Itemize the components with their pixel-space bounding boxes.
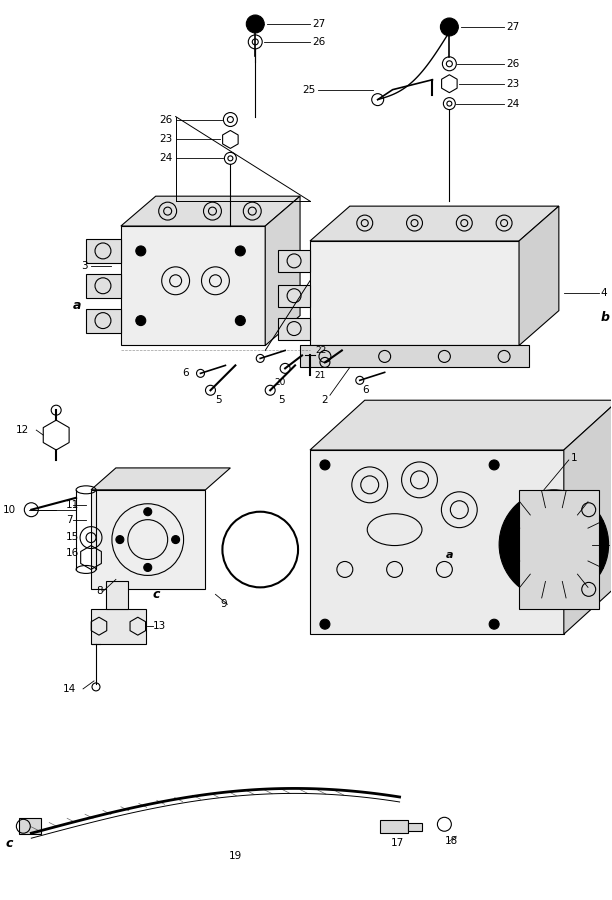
Bar (86, 274, 121, 298)
Polygon shape (564, 400, 612, 634)
Text: 27: 27 (312, 19, 325, 29)
Text: 23: 23 (159, 134, 173, 144)
Text: 2: 2 (322, 395, 328, 405)
Bar (20, 818, 41, 834)
Text: 6: 6 (362, 385, 368, 395)
Text: 5: 5 (278, 395, 285, 405)
Circle shape (144, 563, 152, 572)
Circle shape (116, 536, 124, 544)
Text: b: b (600, 311, 610, 324)
Polygon shape (300, 346, 529, 367)
Polygon shape (310, 400, 612, 450)
Text: c: c (6, 837, 13, 850)
Bar (278, 250, 310, 272)
Circle shape (144, 508, 152, 516)
Text: 16: 16 (66, 547, 80, 557)
Circle shape (489, 619, 499, 629)
Polygon shape (91, 468, 230, 490)
Bar (310, 241, 519, 346)
Text: 12: 12 (16, 425, 29, 435)
Text: 22: 22 (315, 346, 326, 355)
Circle shape (320, 460, 330, 470)
Circle shape (499, 490, 608, 599)
Text: 25: 25 (303, 85, 316, 94)
Text: 5: 5 (215, 395, 222, 405)
Polygon shape (310, 206, 559, 241)
Text: 20: 20 (274, 378, 286, 387)
Bar (379, 820, 408, 833)
Circle shape (320, 619, 330, 629)
Text: 17: 17 (391, 838, 404, 848)
Text: 14: 14 (63, 684, 76, 694)
Text: 13: 13 (153, 621, 166, 631)
Bar (278, 284, 310, 307)
Text: 10: 10 (3, 505, 17, 515)
Circle shape (489, 460, 499, 470)
Text: 8: 8 (96, 586, 103, 597)
Bar (310, 450, 564, 634)
Text: 21: 21 (315, 371, 326, 380)
Bar (86, 239, 121, 263)
Text: 26: 26 (312, 37, 325, 47)
Text: 3: 3 (81, 261, 88, 271)
Text: 11: 11 (66, 500, 80, 509)
Circle shape (246, 15, 264, 33)
Circle shape (136, 316, 146, 326)
Text: 19: 19 (229, 851, 242, 861)
Text: 1: 1 (571, 453, 577, 463)
Bar (91, 609, 146, 644)
Text: 23: 23 (506, 78, 520, 89)
Text: 9: 9 (220, 599, 227, 609)
Bar (121, 226, 265, 346)
Circle shape (236, 246, 245, 256)
Text: 24: 24 (506, 99, 520, 109)
Circle shape (441, 18, 458, 36)
Text: 27: 27 (506, 22, 520, 32)
Circle shape (236, 316, 245, 326)
Polygon shape (265, 196, 300, 346)
Polygon shape (519, 490, 599, 609)
Text: a: a (73, 299, 81, 312)
Bar (86, 309, 121, 332)
Bar (408, 824, 422, 832)
Polygon shape (121, 196, 300, 226)
Text: 26: 26 (159, 114, 173, 124)
Text: 18: 18 (444, 836, 458, 846)
Polygon shape (519, 206, 559, 346)
Bar (106, 581, 128, 609)
Circle shape (171, 536, 179, 544)
Text: a: a (446, 550, 453, 560)
Circle shape (532, 523, 576, 566)
Bar (91, 490, 206, 590)
Circle shape (136, 246, 146, 256)
Text: 4: 4 (600, 288, 607, 298)
Text: 24: 24 (159, 153, 173, 164)
Bar (278, 318, 310, 339)
Text: c: c (153, 588, 160, 601)
Text: 26: 26 (506, 58, 520, 68)
Text: 6: 6 (182, 368, 189, 378)
Text: 7: 7 (66, 515, 73, 525)
Text: 15: 15 (66, 532, 80, 542)
